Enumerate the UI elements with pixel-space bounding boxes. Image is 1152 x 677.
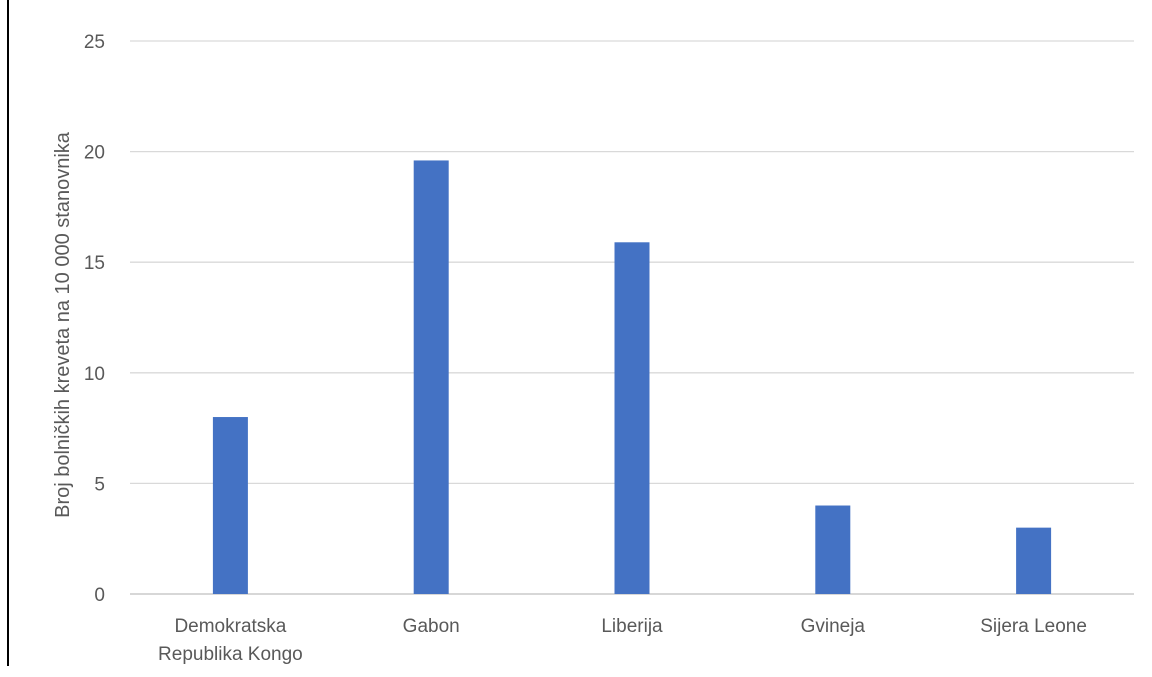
bars [212, 160, 1052, 595]
y-tick-label: 25 [84, 32, 105, 53]
y-tick-label: 5 [94, 474, 105, 495]
x-tick-label-line: Gabon [403, 616, 460, 637]
bar [614, 242, 650, 595]
y-axis-ticks: 0 5 10 15 20 25 [84, 32, 105, 606]
gridlines [130, 40, 1134, 595]
x-tick-label-line: Gvineja [801, 616, 866, 637]
x-tick-label: Gabon [403, 616, 460, 637]
x-tick-label: Gvineja [801, 616, 866, 637]
y-tick-label: 0 [94, 585, 105, 606]
y-tick-label: 15 [84, 253, 105, 274]
x-tick-label-line: Sijera Leone [980, 616, 1087, 637]
left-border-line [7, 0, 9, 666]
y-axis-title: Broj bolničkih kreveta na 10 000 stanovn… [52, 131, 74, 518]
x-axis-ticks: Demokratska Republika Kongo Gabon Liberija G… [158, 616, 1087, 665]
x-tick-label-line: Republika Kongo [158, 644, 303, 665]
y-tick-label: 20 [84, 143, 105, 164]
x-tick-label-line: Demokratska [174, 616, 286, 637]
y-tick-label: 10 [84, 364, 105, 385]
x-tick-label: Sijera Leone [980, 616, 1087, 637]
x-tick-label-line: Liberija [601, 616, 663, 637]
x-tick-label: Demokratska Republika Kongo [158, 616, 303, 665]
bar [815, 505, 851, 594]
bar [413, 160, 449, 594]
x-tick-label: Liberija [601, 616, 663, 637]
bar [1016, 527, 1052, 594]
bar [212, 417, 248, 594]
